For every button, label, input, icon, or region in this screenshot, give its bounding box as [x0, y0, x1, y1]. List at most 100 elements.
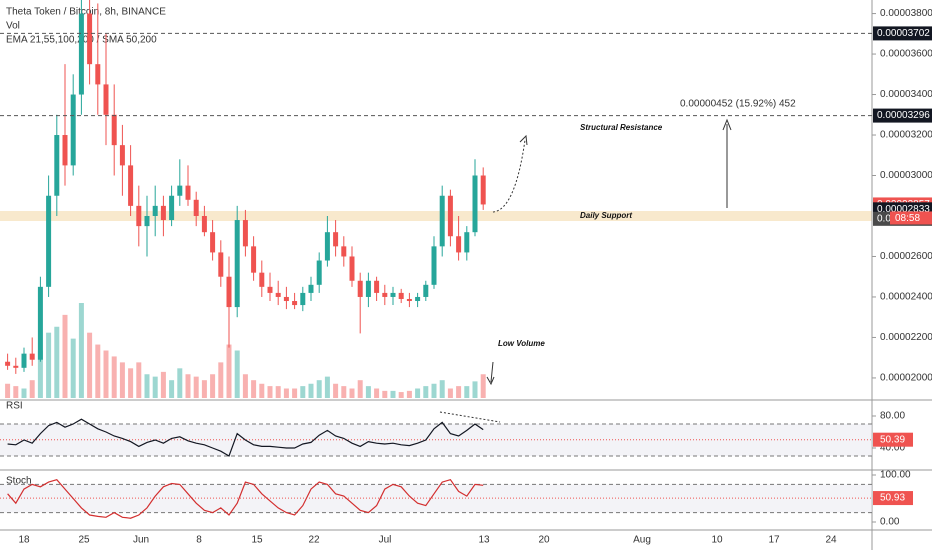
- x-tick-label: 24: [825, 535, 837, 546]
- candle-body: [87, 13, 93, 65]
- candle-body: [95, 64, 101, 85]
- volume-bar: [70, 338, 76, 398]
- volume-bar: [464, 386, 470, 398]
- y-tick-label: 0.00003200: [880, 130, 932, 141]
- x-tick-label: 8: [196, 535, 202, 546]
- volume-bar: [185, 374, 191, 398]
- candle-body: [70, 94, 76, 166]
- y-tick-label: 0.00: [880, 517, 900, 528]
- chart-title: Theta Token / Bitcoin, 8h, BINANCE: [6, 7, 166, 18]
- volume-bar: [210, 374, 216, 398]
- candle-body: [160, 205, 166, 221]
- volume-bar: [259, 383, 265, 398]
- candle-body: [259, 272, 265, 287]
- volume-bar: [398, 392, 404, 398]
- candle-body: [251, 246, 257, 273]
- volume-bar: [218, 362, 224, 398]
- y-tick-label: 0.00003400: [880, 89, 932, 100]
- candle-body: [62, 135, 68, 166]
- candle-body: [316, 260, 322, 285]
- candle-body: [431, 246, 437, 285]
- candle-body: [152, 205, 158, 216]
- candle-body: [5, 361, 11, 366]
- candle-body: [21, 353, 27, 368]
- annotation: Structural Resistance: [580, 123, 663, 132]
- volume-bar: [300, 386, 306, 398]
- x-tick-label: Jul: [379, 535, 392, 546]
- volume-bar: [144, 374, 150, 398]
- candle-body: [54, 135, 60, 196]
- y-tick-label: 0.00002600: [880, 251, 932, 262]
- x-tick-label: Aug: [633, 535, 651, 546]
- volume-bar: [456, 386, 462, 398]
- y-tick-label: 40.00: [880, 443, 905, 454]
- candle-body: [472, 175, 478, 233]
- x-tick-label: 20: [538, 535, 550, 546]
- candle-body: [374, 280, 380, 293]
- candle-body: [324, 232, 330, 261]
- annotation: Daily Support: [580, 211, 632, 220]
- candle-body: [201, 215, 207, 233]
- volume-bar: [177, 368, 183, 398]
- volume-bar: [415, 388, 421, 398]
- volume-bar: [357, 380, 363, 398]
- x-tick-label: 13: [478, 535, 490, 546]
- volume-bar: [62, 314, 68, 398]
- volume-bar: [341, 386, 347, 398]
- volume-bar: [324, 376, 330, 398]
- candle-body: [423, 284, 429, 297]
- y-tick-label: 0.00003600: [880, 49, 932, 60]
- volume-bar: [406, 390, 412, 398]
- volume-bar: [95, 344, 101, 398]
- candle-body: [456, 236, 462, 253]
- price-tag-label: 0.00003702: [877, 28, 930, 39]
- candle-body: [13, 365, 19, 368]
- projection-head: [519, 134, 528, 146]
- y-tick-label: 0.00003800: [880, 8, 932, 19]
- candle-body: [464, 232, 470, 253]
- stoch-tag-label: 50.93: [880, 493, 905, 504]
- volume-bar: [382, 390, 388, 398]
- volume-bar: [275, 386, 281, 398]
- candle-body: [185, 185, 191, 200]
- volume-bar: [374, 388, 380, 398]
- y-tick-label: 0.00002400: [880, 292, 932, 303]
- annotation: Low Volume: [498, 339, 545, 348]
- volume-bar: [316, 380, 322, 398]
- volume-bar: [136, 362, 142, 398]
- candle-body: [242, 220, 248, 247]
- volume-bar: [193, 376, 199, 398]
- annotation: 0.00000452 (15.92%) 452: [680, 99, 796, 110]
- rsi-tag: [873, 432, 913, 447]
- volume-bar: [226, 344, 232, 398]
- volume-bar: [447, 388, 453, 398]
- volume-bar: [472, 381, 478, 398]
- volume-arrow: [490, 361, 494, 383]
- candle-body: [119, 145, 125, 166]
- measure-arrow-head: [722, 118, 732, 131]
- candle-body: [144, 215, 150, 227]
- volume-bar: [390, 390, 396, 398]
- candle-body: [398, 292, 404, 299]
- candle-body: [333, 232, 339, 247]
- candle-body: [46, 195, 52, 287]
- volume-bar: [480, 374, 486, 398]
- volume-bar: [234, 350, 240, 398]
- candle-body: [275, 292, 281, 297]
- volume-bar: [431, 383, 437, 398]
- volume-bar: [160, 371, 166, 398]
- projection: [492, 139, 526, 213]
- candle-body: [365, 280, 371, 297]
- countdown-tag: [890, 211, 932, 225]
- y-tick-label: 100.00: [880, 470, 911, 481]
- price-tag-label: 0.00002833: [877, 204, 930, 215]
- price-tag-label: 0.00003296: [877, 110, 930, 121]
- volume-bar: [21, 388, 27, 398]
- stoch-line: [7, 479, 484, 519]
- volume-bar: [29, 380, 35, 398]
- volume-bar: [267, 386, 273, 398]
- price-tag: [873, 26, 932, 41]
- x-tick-label: 22: [308, 535, 320, 546]
- candle-body: [390, 292, 396, 297]
